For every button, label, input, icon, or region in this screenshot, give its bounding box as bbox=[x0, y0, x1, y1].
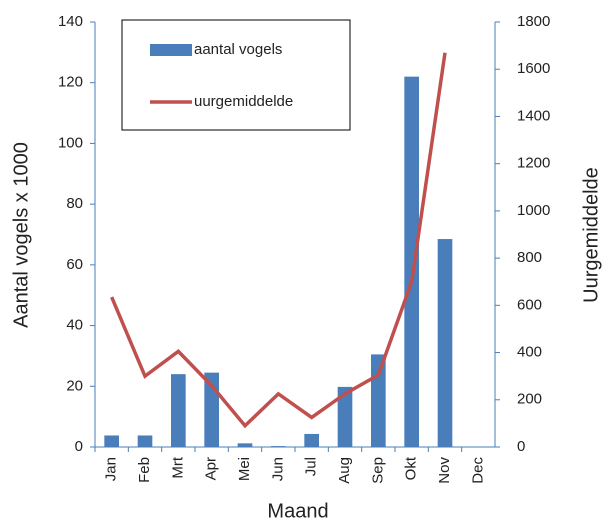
y-tick-label: 40 bbox=[66, 317, 83, 334]
y-tick-label: 0 bbox=[75, 438, 83, 455]
y2-tick-label: 600 bbox=[517, 296, 542, 313]
x-tick-label: Mei bbox=[236, 457, 253, 481]
x-tick-label: Jul bbox=[303, 457, 320, 476]
y-tick-label: 20 bbox=[66, 377, 83, 394]
y2-tick-label: 1600 bbox=[517, 60, 550, 77]
y-tick-label: 100 bbox=[58, 134, 83, 151]
legend-swatch bbox=[150, 44, 192, 56]
x-tick-label: Sep bbox=[369, 457, 386, 484]
bar bbox=[237, 443, 253, 447]
x-tick-label: Aug bbox=[336, 457, 353, 484]
y2-tick-label: 200 bbox=[517, 391, 542, 408]
y-tick-label: 120 bbox=[58, 74, 83, 91]
y2-tick-label: 0 bbox=[517, 438, 525, 455]
bar bbox=[437, 239, 453, 447]
x-tick-label: Jun bbox=[269, 457, 286, 481]
x-tick-label: Jan bbox=[103, 457, 120, 481]
bar bbox=[304, 433, 319, 447]
legend-label: uurgemiddelde bbox=[194, 93, 293, 110]
y2-axis-title: Uurgemiddelde bbox=[580, 167, 602, 303]
bar bbox=[137, 435, 153, 447]
legend-box bbox=[121, 19, 351, 131]
x-tick-label: Okt bbox=[403, 456, 420, 480]
bar bbox=[337, 386, 353, 447]
x-tick-label: Dec bbox=[469, 457, 486, 484]
x-tick-label: Feb bbox=[136, 457, 153, 483]
line bbox=[110, 52, 447, 429]
y-tick-label: 80 bbox=[66, 195, 83, 212]
x-axis-title: Maand bbox=[267, 500, 328, 522]
y2-tick-label: 1000 bbox=[517, 202, 550, 219]
bar bbox=[104, 435, 119, 447]
legend-label: aantal vogels bbox=[194, 41, 282, 58]
bar bbox=[171, 374, 186, 447]
bar bbox=[371, 354, 386, 447]
y2-tick-label: 800 bbox=[517, 249, 542, 266]
y2-tick-label: 400 bbox=[517, 344, 542, 361]
bar bbox=[271, 446, 286, 447]
y2-tick-label: 1800 bbox=[517, 13, 550, 30]
y-tick-label: 60 bbox=[66, 256, 83, 273]
y2-tick-label: 1200 bbox=[517, 155, 550, 172]
y2-tick-label: 1400 bbox=[517, 107, 550, 124]
x-tick-label: Apr bbox=[203, 457, 220, 480]
y-axis-title: Aantal vogels x 1000 bbox=[10, 142, 32, 328]
x-tick-label: Nov bbox=[436, 457, 453, 484]
bar bbox=[404, 76, 419, 448]
y-tick-label: 140 bbox=[58, 13, 83, 30]
x-tick-label: Mrt bbox=[169, 456, 186, 478]
